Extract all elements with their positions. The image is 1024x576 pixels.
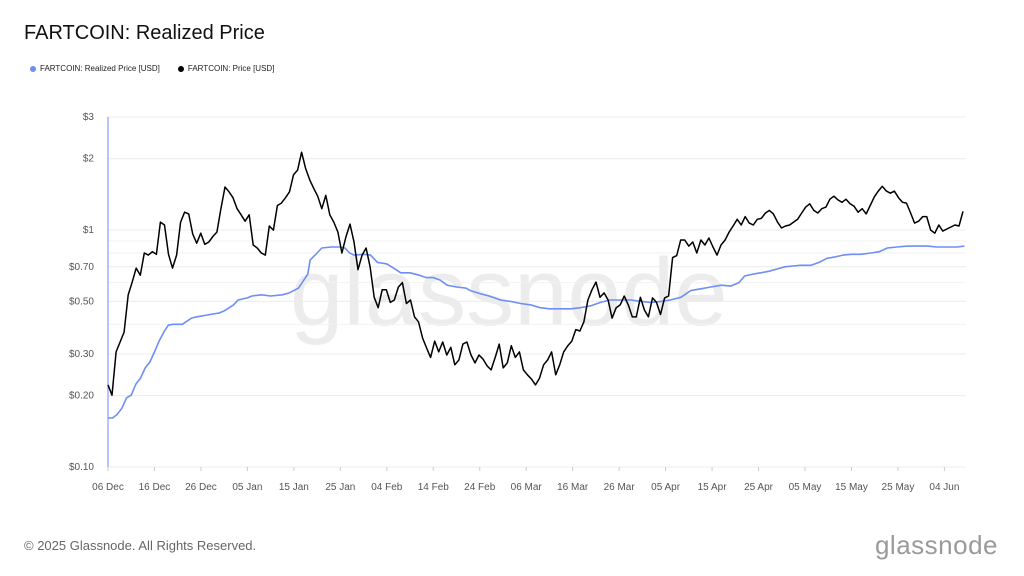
x-tick-label: 24 Feb xyxy=(464,482,496,493)
x-tick-label: 16 Mar xyxy=(557,482,589,493)
x-tick-label: 26 Dec xyxy=(185,482,217,493)
y-tick-label: $0.10 xyxy=(69,462,94,473)
x-tick-label: 15 Jan xyxy=(279,482,309,493)
x-tick-label: 05 Jan xyxy=(232,482,262,493)
legend-item-realized-price[interactable]: FARTCOIN: Realized Price [USD] xyxy=(30,64,160,73)
copyright-footer: © 2025 Glassnode. All Rights Reserved. xyxy=(24,538,257,553)
realized-price-line xyxy=(108,245,965,419)
y-tick-label: $0.30 xyxy=(69,349,94,360)
x-tick-label: 05 May xyxy=(789,482,822,493)
x-tick-label: 05 Apr xyxy=(651,482,681,493)
legend-label: FARTCOIN: Price [USD] xyxy=(187,64,275,73)
x-tick-label: 25 Apr xyxy=(744,482,774,493)
glassnode-logo: glassnode xyxy=(874,530,998,560)
x-tick-label: 15 May xyxy=(835,482,868,493)
x-tick-label: 15 Apr xyxy=(698,482,728,493)
x-tick-label: 06 Mar xyxy=(511,482,543,493)
x-tick-label: 26 Mar xyxy=(604,482,636,493)
x-tick-label: 14 Feb xyxy=(418,482,450,493)
x-tick-label: 06 Dec xyxy=(92,482,124,493)
legend-label: FARTCOIN: Realized Price [USD] xyxy=(40,64,160,73)
legend-dot-icon xyxy=(177,65,184,72)
x-tick-label: 25 Jan xyxy=(325,482,355,493)
legend-item-price[interactable]: FARTCOIN: Price [USD] xyxy=(177,64,275,73)
y-tick-label: $2 xyxy=(83,154,95,165)
y-tick-label: $0.20 xyxy=(69,391,94,402)
x-tick-label: 25 May xyxy=(882,482,915,493)
x-tick-label: 16 Dec xyxy=(139,482,171,493)
chart-title: FARTCOIN: Realized Price xyxy=(24,22,265,44)
x-tick-label: 04 Jun xyxy=(929,482,959,493)
y-tick-label: $3 xyxy=(83,112,95,123)
legend-dot-icon xyxy=(30,65,36,72)
x-tick-label: 04 Feb xyxy=(371,482,403,493)
legend: FARTCOIN: Realized Price [USD] FARTCOIN:… xyxy=(30,64,274,73)
watermark: glassnode xyxy=(290,239,728,346)
price-line xyxy=(107,151,964,396)
y-tick-label: $1 xyxy=(83,225,95,236)
y-tick-label: $0.70 xyxy=(69,262,94,273)
y-tick-label: $0.50 xyxy=(69,296,94,307)
